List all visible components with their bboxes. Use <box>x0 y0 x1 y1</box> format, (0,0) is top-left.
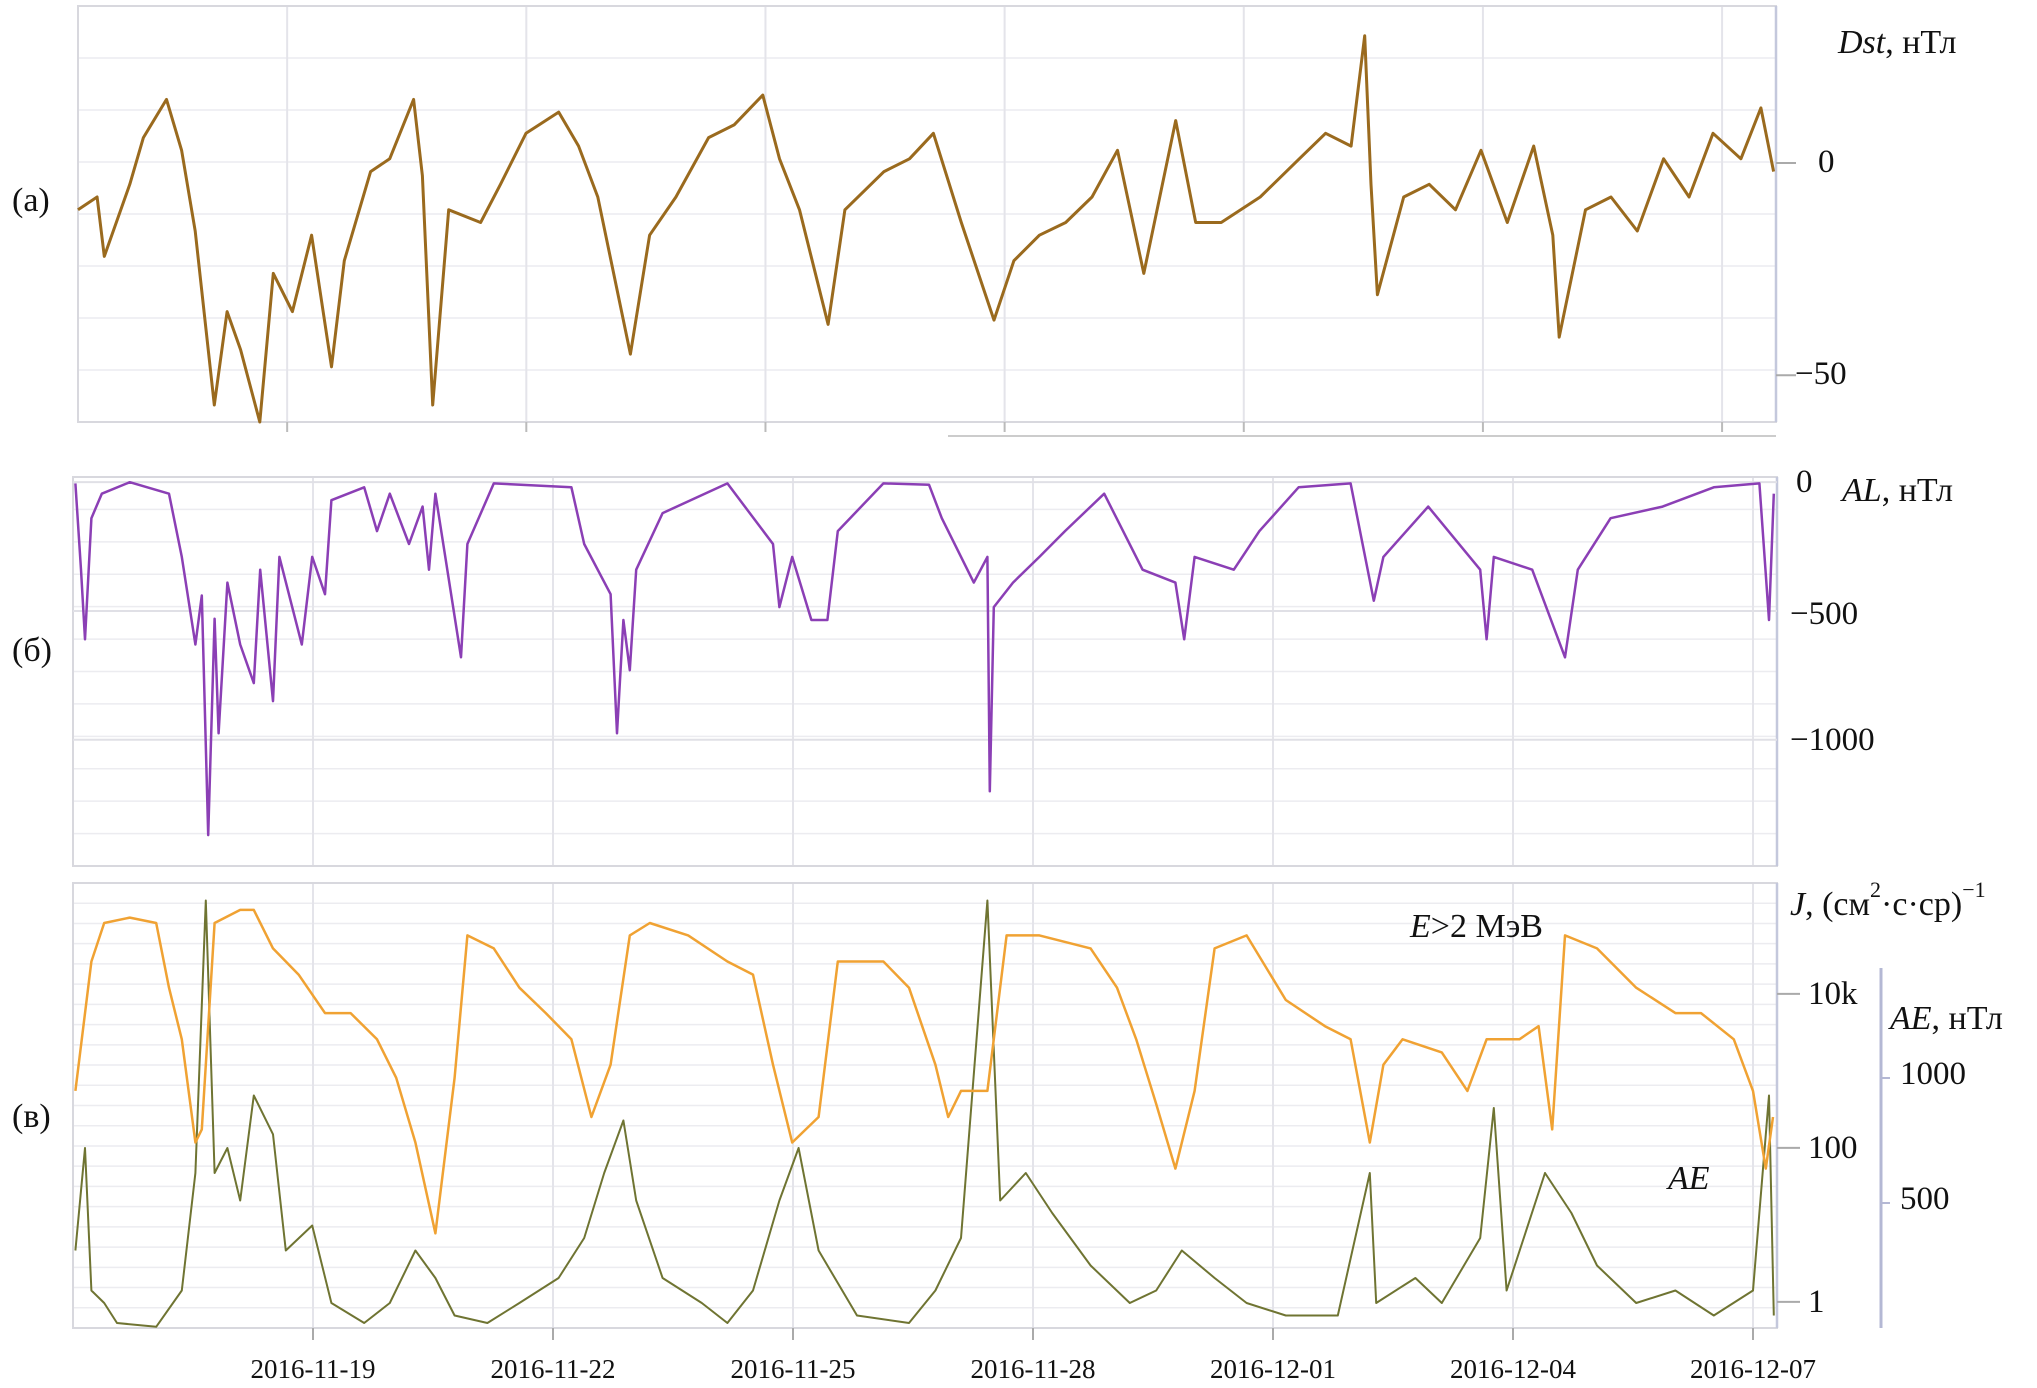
ae-unit: , нТл <box>1931 1000 2003 1037</box>
x-tick-label: 2016-11-22 <box>490 1354 616 1384</box>
flux-annotation-var: E <box>1410 908 1431 945</box>
panel-label-c: (в) <box>12 1098 51 1135</box>
ae-annotation: AE <box>1668 1160 1710 1197</box>
dst-tick-minus50: −50 <box>1795 356 1847 392</box>
flux-unit-pre: , (см <box>1805 886 1871 923</box>
al-series <box>74 480 1776 837</box>
ae-axis-title: AE, нТл <box>1890 1002 2003 1036</box>
flux-unit-sup: 2 <box>1870 877 1882 902</box>
flux-var: J <box>1790 886 1806 923</box>
x-tick-label: 2016-11-28 <box>970 1354 1096 1384</box>
x-tick-label: 2016-12-04 <box>1450 1354 1576 1384</box>
panel-label-b: (б) <box>12 632 52 669</box>
x-tick-label: 2016-12-01 <box>1210 1354 1336 1384</box>
ae-series <box>74 899 1775 1328</box>
al-tick-minus500: −500 <box>1790 596 1859 632</box>
dst-var: Dst <box>1838 24 1886 61</box>
ae-tick-1000: 1000 <box>1900 1056 1966 1092</box>
x-tick-label: 2016-11-25 <box>730 1354 856 1384</box>
dst-axis-title: Dst, нТл <box>1838 26 1956 60</box>
al-tick-0: 0 <box>1796 464 1813 500</box>
flux-unit-post: ·с·ср) <box>1881 886 1963 923</box>
dst-series <box>77 34 1776 424</box>
panel-label-a: (а) <box>12 182 50 219</box>
ae-tick-500: 500 <box>1900 1181 1950 1217</box>
flux-unit-exp: −1 <box>1962 877 1986 902</box>
flux-tick-1: 1 <box>1808 1284 1825 1320</box>
x-tick-label: 2016-11-19 <box>250 1354 376 1384</box>
flux-axis-title: J, (см2·с·ср)−1 <box>1790 879 1986 923</box>
flux-annotation-rest: >2 МэВ <box>1430 908 1543 945</box>
dst-unit: , нТл <box>1885 24 1957 61</box>
al-tick-minus1000: −1000 <box>1790 722 1875 758</box>
ae-var: AE <box>1890 1000 1932 1037</box>
x-tick-label: 2016-12-07 <box>1690 1354 1816 1384</box>
flux-annotation: E>2 МэВ <box>1410 910 1543 944</box>
al-var: AL <box>1842 472 1882 509</box>
dst-tick-0: 0 <box>1818 144 1835 180</box>
flux-tick-100: 100 <box>1808 1130 1858 1166</box>
flux-series <box>74 908 1775 1235</box>
flux-tick-10k: 10k <box>1808 976 1858 1012</box>
al-unit: , нТл <box>1881 472 1953 509</box>
al-axis-title: AL, нТл <box>1842 474 1953 508</box>
